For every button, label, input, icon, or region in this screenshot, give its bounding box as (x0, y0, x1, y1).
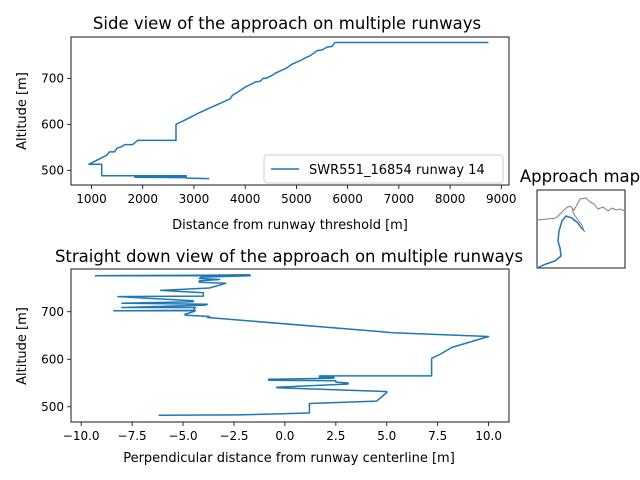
straight-down-view-series-line (94, 273, 490, 417)
straight-down-view-x-tick-label: −7.5 (118, 429, 147, 443)
straight-down-view-y-tick-label: 600 (41, 352, 64, 366)
side-view-legend: SWR551_16854 runway 14 (263, 154, 504, 184)
straight-down-view-x-tick-label: −10.0 (63, 429, 100, 443)
side-view-x-tick-label: 8000 (435, 192, 466, 206)
side-view-chart: Side view of the approach on multiple ru… (15, 14, 517, 233)
shoreline-outline (536, 197, 626, 221)
side-view-x-tick-label: 3000 (179, 192, 210, 206)
side-view-y-ticks: 500 600 700 (41, 71, 71, 177)
side-view-x-tick-label: 7000 (384, 192, 415, 206)
side-view-y-axis-label: Altitude [m] (15, 72, 30, 150)
straight-down-view-x-tick-label: −5.0 (168, 429, 197, 443)
straight-down-view-axes-frame (70, 268, 510, 423)
straight-down-view-y-tick-label: 500 (41, 400, 64, 414)
side-view-title: Side view of the approach on multiple ru… (93, 14, 481, 33)
side-view-axes-frame (70, 36, 510, 186)
side-view-x-tick-label: 2000 (127, 192, 158, 206)
side-view-y-tick-label: 500 (41, 163, 64, 177)
straight-down-view-x-ticks: −10.0 −7.5 −5.0 −2.5 0.0 2.5 5.0 7.5 10.0 (63, 422, 502, 443)
straight-down-view-title: Straight down view of the approach on mu… (55, 247, 523, 266)
side-view-x-ticks: 1000 2000 3000 4000 5000 6000 7000 8000 9000 (76, 185, 517, 206)
straight-down-view-chart: Straight down view of the approach on mu… (15, 247, 523, 466)
straight-down-view-y-tick-label: 700 (41, 305, 64, 319)
side-view-y-tick-label: 600 (41, 117, 64, 131)
side-view-x-tick-label: 6000 (332, 192, 363, 206)
straight-down-view-x-tick-label: 2.5 (326, 429, 345, 443)
straight-down-view-x-axis-label: Perpendicular distance from runway cente… (123, 451, 455, 466)
legend-entry-label: SWR551_16854 runway 14 (309, 163, 485, 178)
side-view-x-tick-label: 1000 (76, 192, 107, 206)
legend-box (263, 154, 504, 184)
side-view-x-tick-label: 9000 (486, 192, 517, 206)
straight-down-view-x-tick-label: 7.5 (428, 429, 447, 443)
straight-down-view-x-tick-label: −2.5 (219, 429, 248, 443)
straight-down-view-x-tick-label: 0.0 (275, 429, 294, 443)
approach-map-frame (536, 189, 626, 269)
side-view-x-tick-label: 5000 (281, 192, 312, 206)
side-view-series-line (88, 41, 489, 180)
approach-track (536, 215, 583, 269)
side-view-y-tick-label: 700 (41, 71, 64, 85)
approach-map-title: Approach map (520, 167, 640, 186)
straight-down-view-y-ticks: 500 600 700 (41, 305, 71, 414)
approach-map: Approach map (520, 167, 640, 269)
straight-down-view-y-axis-label: Altitude [m] (15, 307, 30, 385)
straight-down-view-x-tick-label: 10.0 (475, 429, 502, 443)
side-view-x-axis-label: Distance from runway threshold [m] (172, 218, 408, 233)
side-view-x-tick-label: 4000 (230, 192, 261, 206)
straight-down-view-x-tick-label: 5.0 (377, 429, 396, 443)
